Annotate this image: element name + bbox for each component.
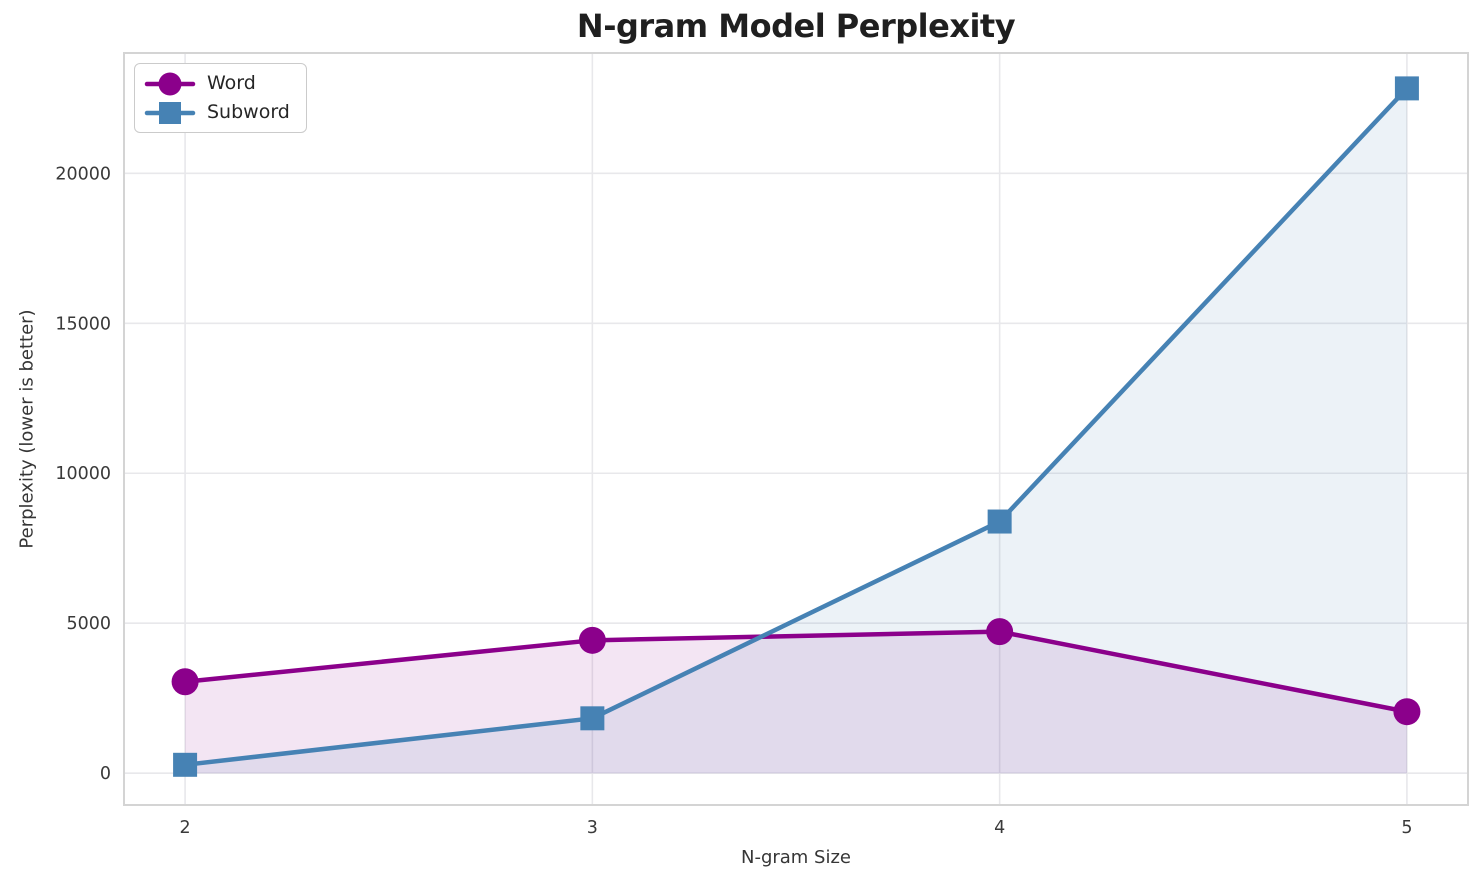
data-point-subword-5 [1394,76,1419,101]
series-area-word [185,631,1407,774]
y-axis-label: Perplexity (lower is better) [16,309,38,549]
data-point-word-2 [171,668,199,696]
x-tick-label-2: 2 [180,818,191,838]
x-axis-label: N-gram Size [740,847,852,868]
legend-box: Word Subword [134,63,307,133]
data-point-subword-3 [580,706,605,731]
subword-line-square-marker-icon [144,101,196,124]
legend-label-subword: Subword [207,101,290,123]
y-tick-label-0: 0 [100,764,111,784]
y-tick-label-15000: 15000 [55,314,111,334]
x-tick-label-3: 3 [587,818,598,838]
plot-border [123,52,1469,806]
data-point-word-5 [1393,698,1421,726]
word-line-circle-marker-icon [144,72,196,95]
series-area-subword [185,88,1407,774]
data-point-subword-2 [173,752,198,777]
chart-title: N-gram Model Perplexity [576,7,1016,45]
data-point-subword-4 [987,509,1012,534]
legend-item-subword: Subword [144,98,290,127]
y-tick-label-5000: 5000 [66,614,111,634]
x-tick-label-5: 5 [1401,818,1412,838]
series-line-word [182,629,1410,714]
y-tick-label-20000: 20000 [55,164,111,184]
series-line-subword [182,86,1410,768]
legend-label-word: Word [207,72,256,94]
data-point-word-3 [578,626,606,654]
data-point-word-4 [986,618,1014,646]
legend-item-word: Word [144,69,290,98]
y-tick-label-10000: 10000 [55,464,111,484]
x-tick-label-4: 4 [994,818,1005,838]
